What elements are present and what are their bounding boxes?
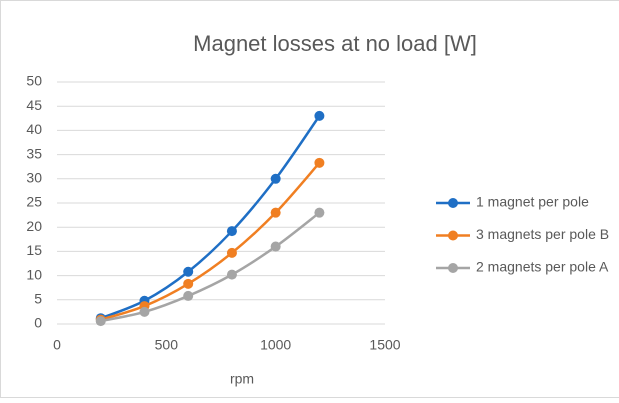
y-tick-label: 40 [26,121,42,137]
data-point [270,173,281,184]
data-point [139,306,150,317]
data-point [183,290,194,301]
x-tick-label: 0 [53,337,61,353]
legend-marker [448,230,458,241]
data-point [270,241,281,252]
data-point [183,266,194,277]
chart-title: Magnet losses at no load [W] [193,31,477,56]
y-tick-label: 10 [26,266,42,282]
data-point [270,207,281,218]
y-tick-label: 5 [34,291,42,307]
x-tick-label: 1500 [369,337,400,353]
data-point [314,207,325,218]
x-tick-label: 1000 [260,337,291,353]
legend-marker [448,263,458,273]
data-point [183,278,194,289]
y-tick-label: 45 [26,97,42,113]
y-tick-label: 15 [26,242,42,258]
data-point [314,157,325,168]
data-point [226,226,237,237]
legend-label: 3 magnets per pole B [476,226,609,242]
y-tick-label: 25 [26,194,42,210]
y-tick-label: 20 [26,218,42,234]
legend-marker [448,198,458,208]
legend-label: 1 magnet per pole [476,194,589,210]
legend-label: 2 magnets per pole A [476,259,609,275]
y-tick-label: 30 [26,170,42,186]
x-tick-label: 500 [155,337,179,353]
data-point [314,110,325,121]
y-tick-label: 0 [34,315,42,331]
data-point [226,247,237,258]
x-axis-label: rpm [230,371,254,387]
y-tick-label: 50 [26,73,42,89]
data-point [226,269,237,280]
y-tick-label: 35 [26,145,42,161]
data-point [95,316,106,327]
